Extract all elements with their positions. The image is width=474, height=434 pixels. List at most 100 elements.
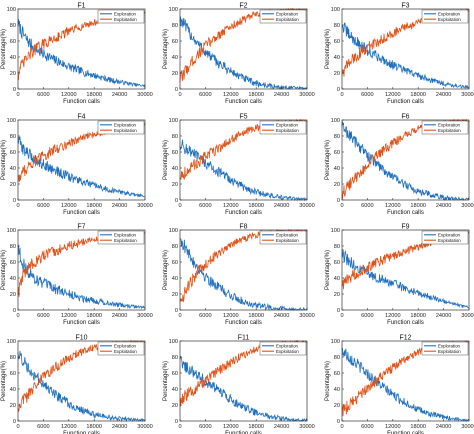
legend-label-exploration: Exploration (276, 232, 299, 237)
y-tick-label: 0 (337, 198, 340, 204)
x-tick-label: 30000 (461, 92, 474, 98)
x-tick-label: 18000 (248, 313, 264, 319)
legend-label-exploitation: Exploitation (438, 238, 461, 243)
x-tick-label: 30000 (299, 92, 315, 98)
x-axis-label: Function calls (63, 210, 100, 216)
x-tick-label: 18000 (410, 424, 426, 430)
x-tick-label: 24000 (274, 313, 290, 319)
chart-panel-f7: 0 6000 12000 18000 24000 30000 0 20 40 60 80 100 F7 F… (1, 224, 153, 327)
chart-title: F5 (239, 114, 247, 121)
chart-title: F11 (238, 335, 250, 342)
x-tick-label: 18000 (86, 203, 102, 209)
legend-label-exploitation: Exploitation (438, 17, 461, 22)
y-tick-label: 0 (13, 198, 16, 204)
x-tick-label: 30000 (299, 203, 315, 209)
x-tick-label: 24000 (274, 203, 290, 209)
x-tick-label: 6000 (37, 313, 49, 319)
y-tick-label: 40 (10, 387, 16, 393)
y-tick-label: 20 (10, 403, 16, 409)
x-tick-label: 12000 (223, 92, 239, 98)
x-tick-label: 0 (340, 92, 343, 98)
series-line-exploitation (179, 7, 308, 83)
y-axis-label: Percentage(%) (1, 250, 7, 290)
y-axis-label: Percentage(%) (1, 140, 7, 180)
y-tick-label: 80 (334, 23, 340, 29)
y-tick-label: 40 (172, 55, 178, 61)
y-axis-label: Percentage(%) (163, 250, 169, 290)
axes-frame (17, 229, 146, 311)
y-tick-label: 100 (169, 339, 178, 345)
y-tick-label: 40 (172, 166, 178, 172)
y-tick-label: 0 (337, 308, 340, 314)
chart-title: F1 (77, 3, 85, 10)
x-tick-label: 12000 (61, 203, 77, 209)
legend-label-exploration: Exploration (114, 232, 137, 237)
x-tick-label: 6000 (361, 424, 373, 430)
axes-frame (17, 340, 146, 422)
chart-title: F12 (399, 335, 411, 342)
chart-panel-f1: 0 6000 12000 18000 24000 30000 0 20 40 60 80 100 F1 F… (1, 3, 153, 106)
x-axis-label: Function calls (387, 431, 424, 434)
y-axis-label: Percentage(%) (163, 361, 169, 401)
x-tick-label: 0 (178, 424, 181, 430)
x-tick-label: 18000 (410, 203, 426, 209)
y-tick-label: 80 (334, 355, 340, 361)
x-axis-label: Function calls (225, 210, 262, 216)
y-tick-label: 40 (172, 387, 178, 393)
x-tick-label: 18000 (86, 92, 102, 98)
y-tick-label: 20 (334, 292, 340, 298)
x-tick-label: 12000 (223, 313, 239, 319)
x-tick-label: 0 (340, 424, 343, 430)
x-tick-label: 18000 (410, 92, 426, 98)
legend-label-exploration: Exploration (438, 343, 461, 348)
x-tick-label: 24000 (436, 92, 452, 98)
x-tick-label: 6000 (199, 424, 211, 430)
legend-label-exploitation: Exploitation (438, 128, 461, 133)
y-tick-label: 0 (13, 419, 16, 425)
x-tick-label: 30000 (137, 424, 153, 430)
y-tick-label: 60 (334, 260, 340, 266)
y-tick-label: 80 (10, 134, 16, 140)
series-line-exploration (17, 244, 146, 310)
axes-frame (341, 119, 470, 201)
x-tick-label: 30000 (461, 203, 474, 209)
legend-label-exploitation: Exploitation (438, 349, 461, 354)
y-tick-label: 60 (334, 371, 340, 377)
y-tick-label: 80 (10, 355, 16, 361)
chart-title: F9 (401, 224, 409, 231)
y-tick-label: 100 (169, 7, 178, 13)
y-tick-label: 20 (334, 71, 340, 77)
y-tick-label: 80 (10, 244, 16, 250)
chart-panel-f9: 0 6000 12000 18000 24000 30000 0 20 40 60 80 100 F9 F… (325, 224, 474, 327)
y-axis-label: Percentage(%) (163, 29, 169, 69)
x-axis-label: Function calls (387, 99, 424, 105)
x-tick-label: 12000 (223, 424, 239, 430)
legend-label-exploration: Exploration (276, 343, 299, 348)
y-tick-label: 40 (334, 166, 340, 172)
x-tick-label: 12000 (223, 203, 239, 209)
y-tick-label: 80 (172, 23, 178, 29)
y-tick-label: 20 (172, 71, 178, 77)
y-tick-label: 0 (175, 198, 178, 204)
y-tick-label: 100 (331, 339, 340, 345)
y-tick-label: 40 (10, 55, 16, 61)
x-axis-label: Function calls (225, 99, 262, 105)
x-tick-label: 0 (16, 92, 19, 98)
x-tick-label: 24000 (112, 203, 128, 209)
chart-panel-f6: 0 6000 12000 18000 24000 30000 0 20 40 60 80 100 F6 F… (325, 114, 474, 217)
y-tick-label: 100 (331, 228, 340, 234)
y-tick-label: 20 (172, 292, 178, 298)
x-tick-label: 0 (178, 313, 181, 319)
x-tick-label: 18000 (248, 424, 264, 430)
x-tick-label: 6000 (37, 424, 49, 430)
chart-panel-f11: 0 6000 12000 18000 24000 30000 0 20 40 60 80 100 F11… (163, 335, 315, 434)
legend-label-exploitation: Exploitation (114, 349, 137, 354)
x-tick-label: 6000 (199, 313, 211, 319)
x-tick-label: 30000 (299, 313, 315, 319)
x-axis-label: Function calls (387, 320, 424, 326)
x-tick-label: 30000 (299, 424, 315, 430)
